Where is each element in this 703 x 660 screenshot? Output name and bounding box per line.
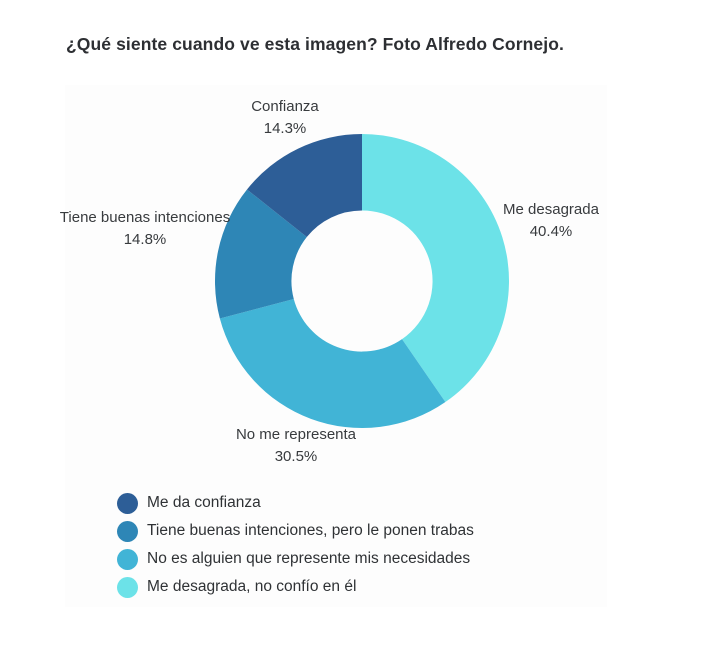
pie-slice-me-desagrada[interactable] bbox=[362, 134, 510, 403]
legend-dot bbox=[117, 520, 138, 542]
chart-title: ¿Qué siente cuando ve esta imagen? Foto … bbox=[66, 33, 564, 54]
legend-label: No es alguien que represente mis necesid… bbox=[147, 550, 471, 567]
slice-label: Confianza bbox=[251, 98, 319, 115]
legend-item-no-es-alguien: No es alguien que represente mis necesid… bbox=[117, 545, 474, 573]
slice-label: Tiene buenas intenciones bbox=[59, 209, 231, 226]
slice-callout-no-me-representa: No me representa 30.5% bbox=[236, 424, 356, 468]
slice-label: Me desagrada bbox=[503, 201, 599, 218]
legend-dot bbox=[117, 576, 138, 598]
donut-chart bbox=[214, 134, 510, 429]
legend-item-me-da-confianza: Me da confianza bbox=[117, 489, 474, 517]
slice-callout-tiene-buenas-intenciones: Tiene buenas intenciones 14.8% bbox=[60, 207, 230, 251]
slice-callout-me-desagrada: Me desagrada 40.4% bbox=[503, 199, 599, 243]
pie-slice-confianza[interactable] bbox=[246, 134, 362, 238]
legend-item-me-desagrada: Me desagrada, no confío en él bbox=[117, 573, 474, 601]
pie-slice-tiene-buenas-intenciones[interactable] bbox=[214, 189, 307, 319]
slice-label: No me representa bbox=[235, 426, 357, 443]
slice-percent: 14.8% bbox=[123, 231, 167, 248]
slice-percent: 30.5% bbox=[274, 448, 318, 465]
slice-percent: 40.4% bbox=[529, 223, 573, 240]
legend-dot bbox=[117, 492, 138, 514]
legend-dot bbox=[117, 548, 138, 570]
chart-legend: Me da confianza Tiene buenas intenciones… bbox=[117, 489, 474, 601]
slice-callout-confianza: Confianza 14.3% bbox=[251, 96, 319, 140]
legend-label: Tiene buenas intenciones, pero le ponen … bbox=[147, 522, 474, 539]
slice-percent: 14.3% bbox=[263, 120, 307, 137]
legend-label: Me desagrada, no confío en él bbox=[147, 578, 357, 595]
legend-label: Me da confianza bbox=[147, 494, 261, 511]
legend-item-tiene-buenas-intenciones: Tiene buenas intenciones, pero le ponen … bbox=[117, 517, 474, 545]
pie-slice-no-me-representa[interactable] bbox=[219, 298, 446, 429]
